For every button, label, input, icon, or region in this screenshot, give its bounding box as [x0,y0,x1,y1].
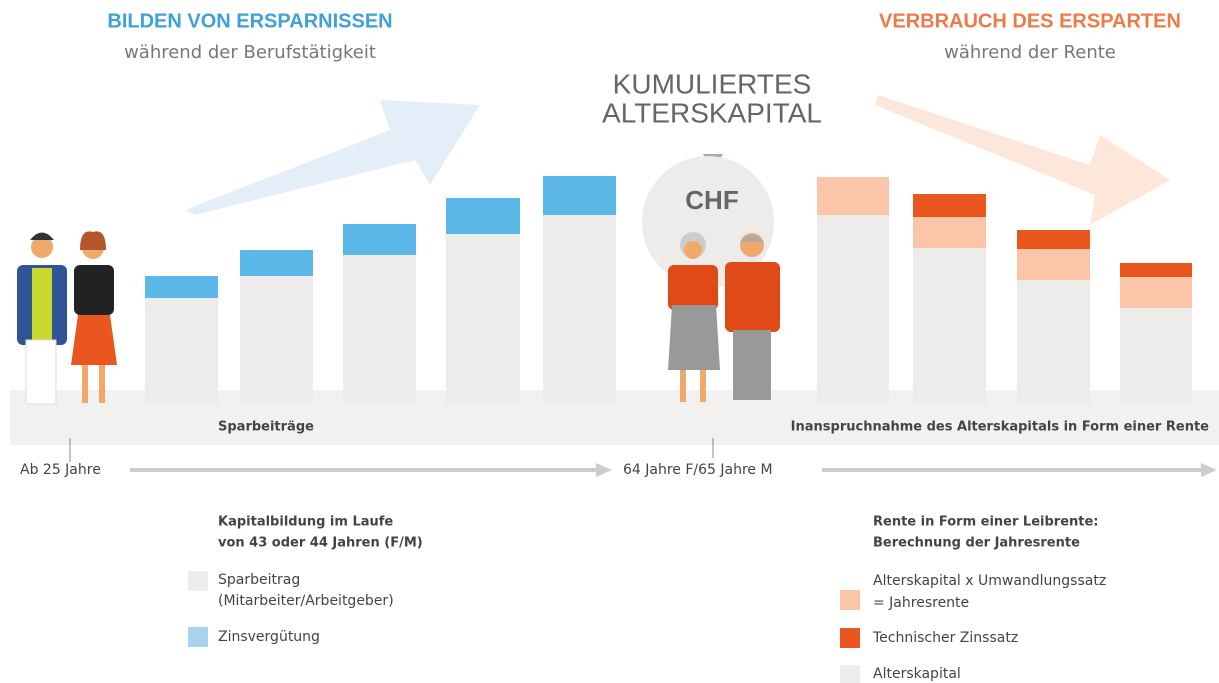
legend-title: Rente in Form einer Leibrente: [873,515,1099,530]
legend-item: Zinsvergütung [218,629,320,645]
legend-item: = Jahresrente [873,595,969,611]
legend-swatch [840,628,860,648]
legend-item: (Mitarbeiter/Arbeitgeber) [218,593,394,609]
infographic: BILDEN VON ERSPARNISSEN während der Beru… [0,0,1219,683]
phase-label: Inanspruchnahme des Alterskapitals in Fo… [791,420,1210,435]
phase-label: Sparbeiträge [218,420,314,435]
legend-title: von 43 oder 44 Jahren (F/M) [218,536,423,551]
legend-title: Kapitalbildung im Laufe [218,515,393,530]
right-subtitle: während der Rente [944,42,1116,63]
legend-item: Alterskapital x Umwandlungssatz [873,573,1106,589]
young-couple [17,231,117,404]
left-title: BILDEN VON ERSPARNISSEN [107,10,392,32]
legend-swatch [188,571,208,591]
left-subtitle: während der Berufstätigkeit [124,42,376,63]
timeline-label: Ab 25 Jahre [20,462,101,478]
arrowhead [1201,463,1217,477]
legend-swatch [840,665,860,683]
legend-swatch [840,590,860,610]
legend-title: Berechnung der Jahresrente [873,536,1080,551]
legend-item: Sparbeitrag [218,572,300,588]
currency: CHF [685,185,738,215]
saving-bars [145,176,616,405]
right-title: VERBRAUCH DES ERSPARTEN [879,10,1181,32]
arrowhead [596,463,612,477]
timeline-label: 64 Jahre F/65 Jahre M [623,462,773,478]
pension-bars [817,177,1192,405]
legend-swatch [188,627,208,647]
legend-item: Technischer Zinssatz [872,630,1018,646]
arrow-up [185,100,480,215]
legend-item: Alterskapital [873,666,961,682]
center-title: KUMULIERTES [613,68,812,99]
center-title: ALTERSKAPITAL [602,97,822,128]
